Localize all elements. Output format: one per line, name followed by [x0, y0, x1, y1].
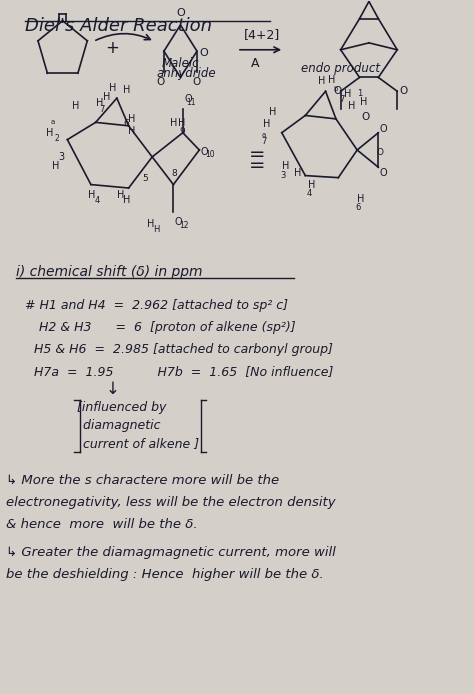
- Text: H: H: [153, 226, 159, 235]
- Text: Maleic: Maleic: [162, 57, 199, 70]
- Text: O: O: [199, 48, 208, 58]
- Text: # H1 and H4  =  2.962 [attached to sp² c]: # H1 and H4 = 2.962 [attached to sp² c]: [25, 298, 288, 312]
- Text: H: H: [178, 118, 185, 128]
- Text: H: H: [123, 85, 130, 94]
- Text: H: H: [293, 167, 301, 178]
- Text: H: H: [147, 219, 155, 230]
- Text: 7: 7: [340, 94, 345, 103]
- Text: H: H: [308, 180, 315, 190]
- Text: H: H: [170, 118, 177, 128]
- Text: 2: 2: [54, 134, 59, 143]
- Text: O: O: [400, 86, 408, 96]
- Text: 4: 4: [94, 196, 100, 205]
- Text: H: H: [348, 101, 355, 110]
- Text: 3: 3: [58, 153, 64, 162]
- Text: 4: 4: [307, 189, 312, 198]
- Text: 7: 7: [100, 105, 105, 114]
- Text: H: H: [88, 190, 95, 201]
- Text: H5 & H6  =  2.985 [attached to carbonyl group]: H5 & H6 = 2.985 [attached to carbonyl gr…: [35, 343, 333, 356]
- Text: H: H: [128, 115, 135, 124]
- Text: O: O: [376, 148, 383, 157]
- Text: 12: 12: [180, 221, 189, 230]
- Text: =: =: [249, 145, 265, 164]
- Text: H: H: [46, 128, 54, 138]
- Text: 8: 8: [171, 169, 177, 178]
- Text: b: b: [333, 86, 337, 92]
- Text: H: H: [269, 107, 276, 117]
- Text: diamagnetic: diamagnetic: [79, 419, 161, 432]
- FancyArrowPatch shape: [96, 33, 150, 40]
- Text: O: O: [156, 78, 165, 87]
- Text: 6: 6: [123, 119, 129, 128]
- Text: electronegativity, less will be the electron density: electronegativity, less will be the elec…: [6, 496, 336, 509]
- Text: & hence  more  will be the δ.: & hence more will be the δ.: [6, 518, 198, 532]
- Text: H2 & H3      =  6  [proton of alkene (sp²)]: H2 & H3 = 6 [proton of alkene (sp²)]: [39, 321, 296, 334]
- Text: 9: 9: [179, 127, 185, 136]
- Text: O: O: [334, 86, 342, 96]
- Text: 11: 11: [187, 98, 196, 107]
- Text: a: a: [50, 119, 55, 126]
- Text: O: O: [175, 217, 182, 227]
- Text: 5: 5: [143, 174, 148, 183]
- Text: i) chemical shift (δ) in ppm: i) chemical shift (δ) in ppm: [16, 265, 202, 280]
- Text: H: H: [96, 99, 103, 108]
- Text: O: O: [361, 112, 369, 122]
- FancyArrowPatch shape: [240, 47, 280, 53]
- Text: Diel's Alder Reaction: Diel's Alder Reaction: [25, 17, 212, 35]
- Text: anhydride: anhydride: [157, 67, 217, 80]
- Text: O: O: [193, 78, 201, 87]
- Text: O: O: [200, 147, 208, 157]
- Text: O: O: [380, 124, 387, 134]
- Text: H: H: [357, 194, 365, 204]
- Text: current of alkene ]: current of alkene ]: [79, 437, 199, 450]
- Text: H: H: [72, 101, 80, 110]
- Text: ↓: ↓: [105, 380, 119, 398]
- Text: H: H: [328, 75, 335, 85]
- Text: A: A: [251, 57, 260, 69]
- Text: [influenced by: [influenced by: [77, 401, 166, 414]
- Text: H: H: [52, 162, 60, 171]
- Text: H: H: [103, 92, 110, 101]
- Text: 6: 6: [356, 203, 361, 212]
- Text: 1: 1: [357, 89, 363, 98]
- Text: +: +: [105, 40, 119, 58]
- Text: O: O: [184, 94, 192, 103]
- Text: ↳ Greater the diamagmagnetic current, more will: ↳ Greater the diamagmagnetic current, mo…: [6, 546, 336, 559]
- Text: 3: 3: [280, 171, 286, 180]
- Text: H7a  =  1.95           H7b  =  1.65  [No influence]: H7a = 1.95 H7b = 1.65 [No influence]: [35, 365, 334, 378]
- Text: H: H: [345, 89, 352, 99]
- Text: [4+2]: [4+2]: [244, 28, 280, 42]
- Text: =: =: [249, 156, 265, 176]
- Text: 7: 7: [261, 137, 266, 146]
- Text: be the deshielding : Hence  higher will be the δ.: be the deshielding : Hence higher will b…: [6, 568, 324, 581]
- Text: H: H: [117, 190, 125, 201]
- Text: H: H: [318, 76, 326, 86]
- Text: 10: 10: [205, 151, 215, 160]
- Text: ↳ More the s charactere more will be the: ↳ More the s charactere more will be the: [6, 474, 279, 487]
- Text: H: H: [282, 161, 289, 171]
- Text: a: a: [262, 132, 266, 138]
- Text: O: O: [177, 8, 185, 18]
- Text: endo product: endo product: [301, 62, 380, 75]
- Text: H: H: [128, 126, 135, 136]
- Text: H: H: [109, 83, 116, 93]
- Text: H: H: [123, 195, 130, 205]
- Text: O: O: [380, 168, 387, 178]
- Text: H: H: [359, 97, 367, 107]
- Text: H: H: [263, 119, 270, 129]
